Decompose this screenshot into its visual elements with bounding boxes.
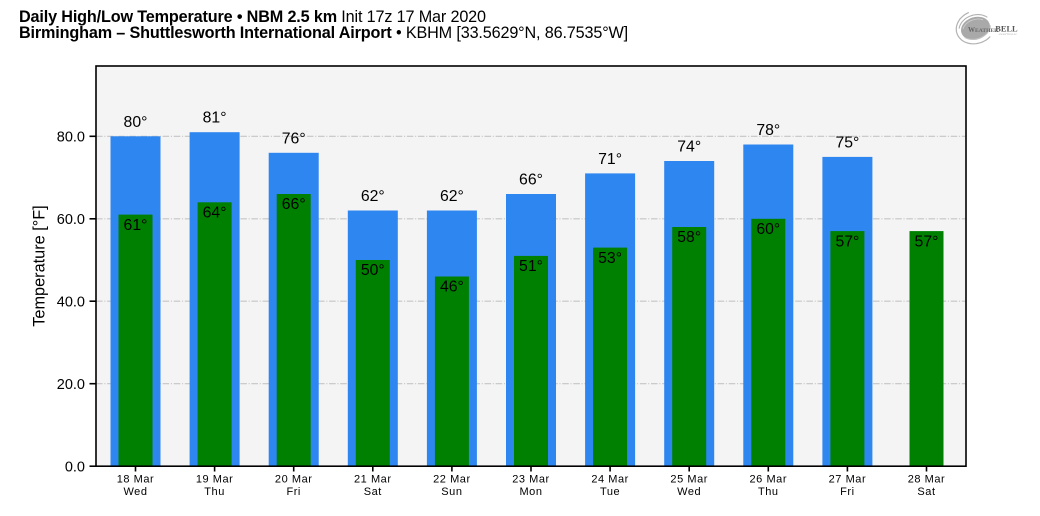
svg-text:80°: 80°: [124, 114, 148, 131]
svg-text:66°: 66°: [282, 196, 306, 213]
svg-text:Wed: Wed: [677, 486, 701, 498]
svg-text:20.0: 20.0: [57, 377, 85, 393]
svg-text:25 Mar: 25 Mar: [670, 474, 708, 486]
svg-text:57°: 57°: [835, 233, 859, 250]
svg-text:76°: 76°: [282, 130, 306, 147]
svg-text:81°: 81°: [203, 110, 227, 127]
svg-text:40.0: 40.0: [57, 295, 85, 311]
svg-text:80.0: 80.0: [57, 130, 85, 146]
svg-text:23 Mar: 23 Mar: [512, 474, 550, 486]
svg-text:Sat: Sat: [917, 486, 935, 498]
svg-text:75°: 75°: [835, 134, 859, 151]
svg-text:BELL: BELL: [995, 25, 1018, 34]
svg-text:53°: 53°: [598, 250, 622, 267]
svg-text:Fri: Fri: [286, 486, 300, 498]
svg-text:Daily High/Low Temperature • N: Daily High/Low Temperature • NBM 2.5 km …: [19, 8, 486, 26]
svg-text:50°: 50°: [361, 262, 385, 279]
svg-text:0.0: 0.0: [65, 460, 85, 476]
svg-text:46°: 46°: [440, 279, 464, 296]
svg-text:Fri: Fri: [840, 486, 854, 498]
svg-text:58°: 58°: [677, 229, 701, 246]
svg-text:27 Mar: 27 Mar: [829, 474, 867, 486]
svg-text:22 Mar: 22 Mar: [433, 474, 471, 486]
svg-text:19 Mar: 19 Mar: [196, 474, 234, 486]
svg-text:62°: 62°: [440, 188, 464, 205]
svg-text:ANALYTICS LLC: ANALYTICS LLC: [999, 33, 1018, 36]
svg-text:Temperature [°F]: Temperature [°F]: [31, 205, 49, 326]
svg-text:66°: 66°: [519, 172, 543, 189]
svg-text:WEATHER: WEATHER: [968, 26, 999, 34]
svg-text:78°: 78°: [756, 122, 780, 139]
svg-text:18 Mar: 18 Mar: [117, 474, 155, 486]
svg-text:Tue: Tue: [600, 486, 620, 498]
svg-text:Birmingham – Shuttlesworth Int: Birmingham – Shuttlesworth International…: [19, 24, 628, 42]
svg-text:Sat: Sat: [364, 486, 382, 498]
svg-text:60°: 60°: [756, 221, 780, 238]
svg-text:28 Mar: 28 Mar: [908, 474, 946, 486]
svg-text:62°: 62°: [361, 188, 385, 205]
svg-text:74°: 74°: [677, 139, 701, 156]
svg-text:20 Mar: 20 Mar: [275, 474, 313, 486]
svg-text:64°: 64°: [203, 205, 227, 222]
svg-text:26 Mar: 26 Mar: [750, 474, 788, 486]
svg-text:24 Mar: 24 Mar: [591, 474, 629, 486]
svg-text:51°: 51°: [519, 258, 543, 275]
svg-text:60.0: 60.0: [57, 212, 85, 228]
svg-text:Mon: Mon: [519, 486, 542, 498]
svg-text:Thu: Thu: [204, 486, 225, 498]
svg-text:Wed: Wed: [123, 486, 147, 498]
svg-text:57°: 57°: [915, 233, 939, 250]
svg-text:61°: 61°: [124, 217, 148, 234]
svg-text:Sun: Sun: [441, 486, 462, 498]
svg-text:71°: 71°: [598, 151, 622, 168]
svg-text:21 Mar: 21 Mar: [354, 474, 392, 486]
svg-text:Thu: Thu: [758, 486, 779, 498]
